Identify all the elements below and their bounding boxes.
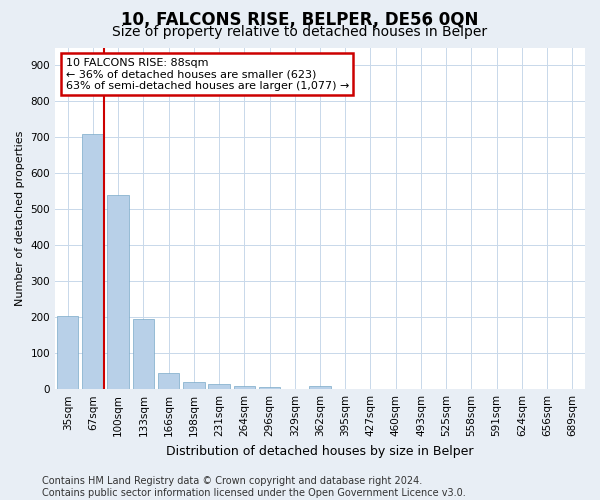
Text: Size of property relative to detached houses in Belper: Size of property relative to detached ho…	[112, 25, 488, 39]
Bar	[57, 316, 79, 389]
Bar	[133, 319, 154, 389]
Bar	[233, 386, 255, 389]
Bar	[183, 382, 205, 389]
Text: 10, FALCONS RISE, BELPER, DE56 0QN: 10, FALCONS RISE, BELPER, DE56 0QN	[121, 11, 479, 29]
Bar	[82, 134, 104, 389]
Bar	[259, 388, 280, 389]
Text: 10 FALCONS RISE: 88sqm
← 36% of detached houses are smaller (623)
63% of semi-de: 10 FALCONS RISE: 88sqm ← 36% of detached…	[65, 58, 349, 91]
Bar	[158, 372, 179, 389]
Y-axis label: Number of detached properties: Number of detached properties	[15, 130, 25, 306]
Bar	[208, 384, 230, 389]
Bar	[107, 195, 129, 389]
Text: Contains HM Land Registry data © Crown copyright and database right 2024.
Contai: Contains HM Land Registry data © Crown c…	[42, 476, 466, 498]
X-axis label: Distribution of detached houses by size in Belper: Distribution of detached houses by size …	[166, 444, 474, 458]
Bar	[309, 386, 331, 389]
